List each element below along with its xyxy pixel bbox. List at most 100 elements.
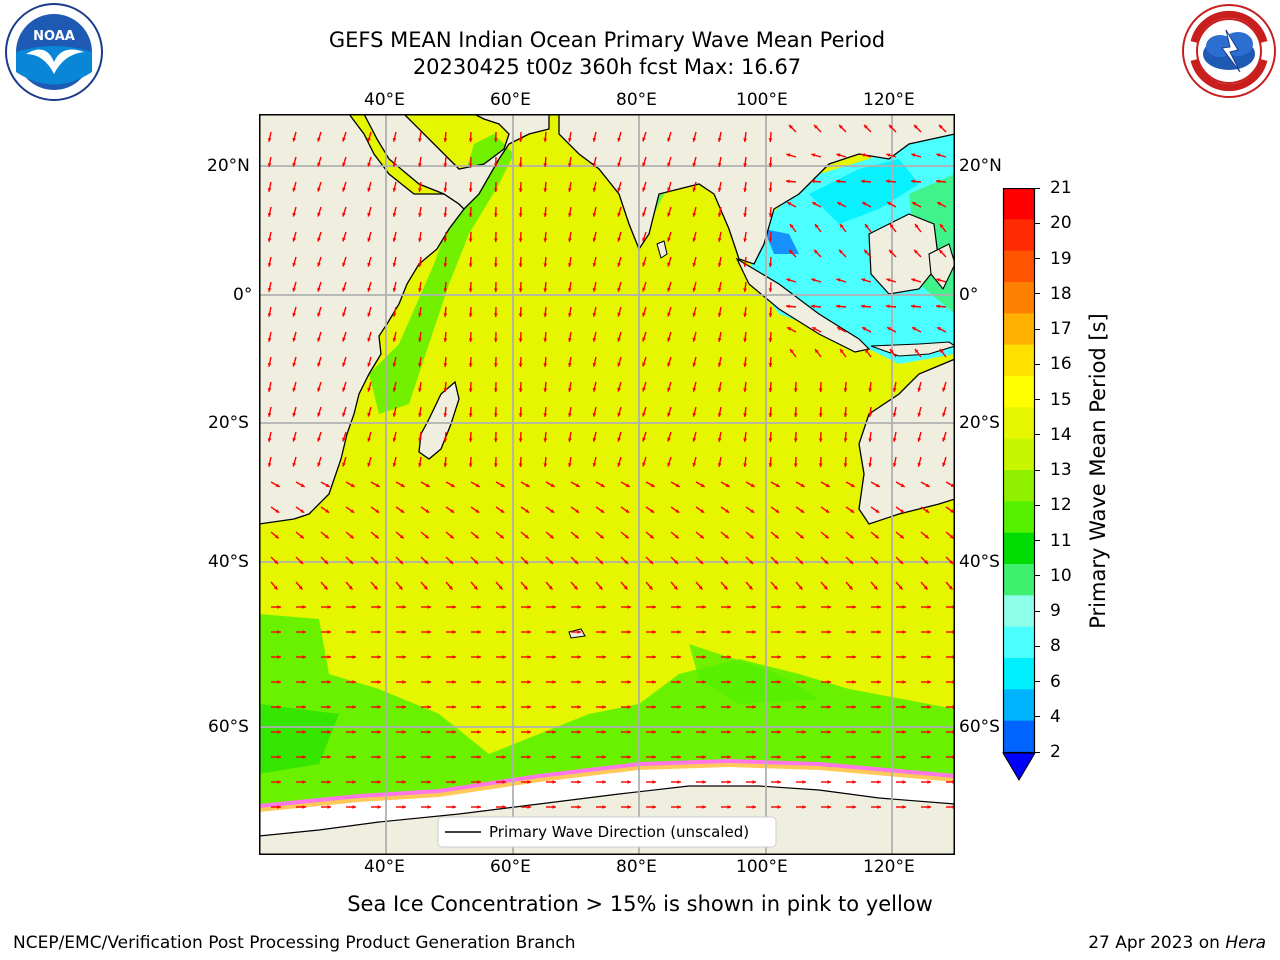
- wave-arrow-head: [543, 263, 548, 267]
- wave-arrow-head: [277, 705, 281, 709]
- wave-arrow-head: [825, 509, 830, 513]
- wave-arrow-head: [625, 483, 630, 487]
- wave-arrow-head: [667, 437, 671, 442]
- colorbar-band: [1003, 282, 1035, 314]
- wave-arrow-head: [352, 805, 356, 809]
- wave-direction-arrows: [267, 124, 955, 809]
- wave-arrow-head: [342, 387, 346, 392]
- wave-arrow-head: [892, 438, 897, 442]
- lat-label-right: 60°S: [959, 717, 1000, 737]
- wave-arrow-head: [302, 780, 306, 784]
- wave-arrow-head: [889, 249, 893, 254]
- wave-arrow-head: [852, 805, 856, 809]
- wave-arrow-head: [317, 437, 321, 442]
- wave-arrow-head: [377, 605, 381, 609]
- wave-arrow-head: [543, 188, 548, 192]
- wave-arrow-head: [452, 730, 456, 734]
- wave-arrow-head: [374, 534, 379, 539]
- wave-arrow-head: [552, 630, 556, 634]
- wave-arrow-head: [367, 312, 371, 317]
- wave-arrow-head: [798, 585, 803, 590]
- wave-arrow-head: [727, 605, 731, 609]
- wave-arrow-head: [886, 153, 891, 157]
- wave-arrow-head: [692, 437, 697, 442]
- wave-arrow-head: [367, 162, 371, 167]
- wave-arrow-head: [342, 412, 346, 417]
- wave-arrow-head: [443, 438, 448, 442]
- wave-arrow-head: [524, 534, 529, 539]
- colorbar-band: [1003, 532, 1035, 565]
- lon-label-top: 60°E: [490, 90, 531, 110]
- wave-arrow-head: [602, 755, 606, 759]
- lat-label-left: 40°S: [208, 552, 249, 572]
- wave-arrow-head: [743, 238, 748, 242]
- wave-arrow-head: [549, 534, 554, 539]
- wave-arrow-head: [402, 805, 406, 809]
- colorbar-tick-label: 13: [1034, 460, 1072, 480]
- wave-arrow-head: [674, 560, 679, 564]
- wave-arrow-head: [650, 509, 655, 513]
- wave-arrow-head: [699, 534, 704, 539]
- wave-arrow-head: [450, 483, 455, 487]
- wave-arrow-head: [568, 238, 572, 242]
- wave-arrow-head: [468, 188, 473, 192]
- wave-arrow-head: [898, 585, 903, 590]
- wave-arrow-head: [677, 730, 681, 734]
- wave-arrow-head: [877, 755, 881, 759]
- wave-arrow-head: [602, 805, 606, 809]
- wave-arrow-head: [902, 680, 906, 684]
- wave-arrow-head: [890, 349, 894, 353]
- wave-arrow-head: [493, 413, 498, 417]
- wave-arrow-head: [727, 630, 731, 634]
- wave-arrow-head: [774, 534, 779, 539]
- wave-arrow-head: [777, 730, 781, 734]
- wave-arrow-head: [317, 462, 321, 467]
- wave-arrow-head: [777, 630, 781, 634]
- wave-arrow-head: [352, 780, 356, 784]
- wave-arrow-head: [923, 585, 928, 590]
- wave-arrow-head: [917, 462, 922, 467]
- wave-arrow-head: [617, 437, 621, 442]
- wave-arrow-head: [468, 338, 473, 342]
- wave-arrow-head: [677, 655, 681, 659]
- wave-arrow-head: [940, 224, 944, 228]
- wave-arrow-head: [552, 805, 556, 809]
- wave-arrow-head: [498, 585, 503, 590]
- wave-arrow-head: [323, 585, 328, 590]
- chart-title: GEFS MEAN Indian Ocean Primary Wave Mean…: [328, 28, 886, 52]
- wave-arrow-head: [700, 509, 705, 513]
- wave-arrow-head: [543, 213, 548, 217]
- wave-arrow-head: [477, 755, 481, 759]
- wave-arrow-head: [367, 337, 371, 342]
- colorbar-tick-label: 18: [1034, 284, 1072, 304]
- colorbar-band: [1003, 313, 1035, 346]
- wave-arrow-head: [525, 509, 530, 513]
- wave-arrow-head: [367, 237, 371, 242]
- wave-arrow-head: [377, 680, 381, 684]
- wave-arrow-head: [518, 238, 523, 242]
- colorbar-tick-label: 21: [1034, 178, 1072, 198]
- wave-arrow-head: [602, 730, 606, 734]
- wave-arrow-head: [743, 213, 748, 217]
- wave-arrow-head: [667, 387, 671, 392]
- wave-arrow-head: [868, 463, 873, 467]
- wave-arrow-head: [418, 238, 422, 242]
- wave-arrow-head: [865, 224, 869, 228]
- wave-arrow-head: [743, 188, 748, 192]
- wave-arrow-head: [493, 188, 498, 192]
- wave-arrow-head: [843, 388, 848, 392]
- wave-arrow-head: [911, 153, 916, 157]
- wave-arrow-head: [786, 278, 791, 282]
- wave-arrow-head: [692, 387, 697, 392]
- wave-arrow-head: [786, 153, 791, 157]
- wave-arrow-head: [677, 780, 681, 784]
- wave-arrow-head: [899, 560, 904, 564]
- wave-arrow-head: [717, 263, 722, 267]
- wave-arrow-head: [818, 413, 823, 417]
- wave-arrow-head: [717, 388, 722, 392]
- wave-arrow-head: [602, 630, 606, 634]
- wave-arrow-head: [349, 560, 354, 564]
- wave-arrow-head: [915, 349, 919, 353]
- wave-arrow-head: [768, 138, 773, 142]
- wave-arrow-head: [649, 560, 654, 564]
